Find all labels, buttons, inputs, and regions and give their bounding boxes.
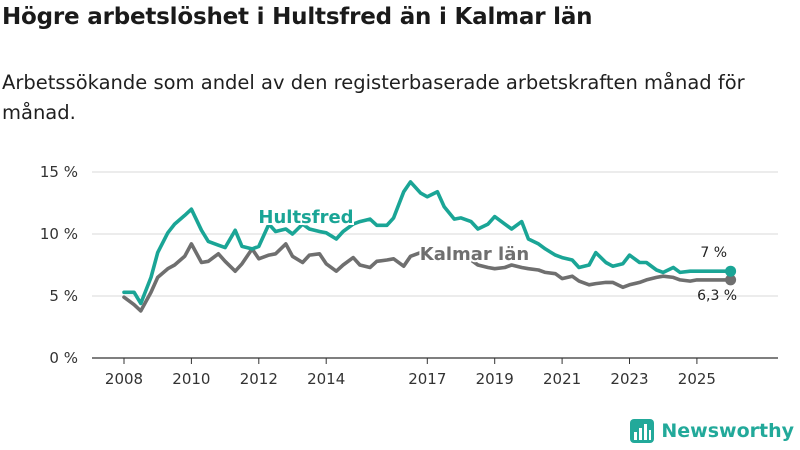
series-line-hultsfred xyxy=(122,180,733,306)
x-tick-label: 2012 xyxy=(240,370,278,388)
series-label-hultsfred: Hultsfred xyxy=(258,207,353,228)
x-tick-label: 2017 xyxy=(408,370,446,388)
y-tick-label: 0 % xyxy=(49,349,78,367)
y-tick-label: 15 % xyxy=(40,163,78,181)
x-tick-label: 2025 xyxy=(678,370,716,388)
end-point-kalmar-lan xyxy=(725,274,737,286)
chart-title: Högre arbetslöshet i Hultsfred än i Kalm… xyxy=(2,4,593,30)
x-tick-label: 2021 xyxy=(543,370,581,388)
brand-logo[interactable]: Newsworthy xyxy=(629,418,794,444)
bar-chart-logo-icon xyxy=(630,419,655,443)
brand-name: Newsworthy xyxy=(661,420,794,442)
end-label-hultsfred: 7 % xyxy=(700,245,727,261)
x-tick-label: 2008 xyxy=(105,370,143,388)
chart-subtitle: Arbetssökande som andel av den registerb… xyxy=(2,71,745,124)
x-tick-label: 2019 xyxy=(476,370,514,388)
series-line-kalmar-lan xyxy=(122,242,733,313)
end-label-kalmar: 6,3 % xyxy=(697,288,737,304)
x-tick-label: 2023 xyxy=(610,370,648,388)
y-tick-label: 10 % xyxy=(40,225,78,243)
x-tick-label: 2010 xyxy=(172,370,210,388)
end-point-hultsfred xyxy=(725,265,737,277)
y-tick-label: 5 % xyxy=(49,287,78,305)
series-label-kalmar-lan: Kalmar län xyxy=(420,244,529,265)
x-tick-label: 2014 xyxy=(307,370,345,388)
